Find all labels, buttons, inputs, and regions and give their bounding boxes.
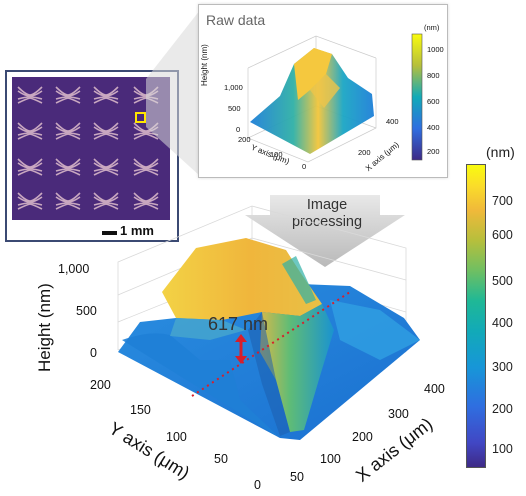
processing-label: Image processing	[272, 197, 382, 231]
main-z-tick: 1,000	[58, 262, 90, 276]
raw-y-tick: 0	[302, 162, 307, 171]
main-x-tick: 50	[290, 470, 304, 484]
processing-label-line1: Image	[306, 197, 348, 213]
scale-bar	[102, 231, 117, 235]
raw-z-tick: 1,000	[224, 83, 243, 92]
raw-y-tick: 200	[238, 135, 251, 144]
main-y-tick: 100	[166, 430, 187, 444]
main-x-tick: 200	[352, 430, 373, 444]
colorbar	[466, 164, 486, 468]
main-z-axis-label: Height (nm)	[35, 283, 54, 372]
height-arrow	[235, 334, 247, 364]
main-y-tick: 150	[130, 403, 151, 417]
raw-cbar-tick: 800	[427, 71, 440, 80]
raw-x-tick: 400	[386, 117, 399, 126]
main-y-tick: 200	[90, 378, 111, 392]
raw-data-title: Raw data	[206, 12, 266, 28]
scale-bar-label: 1 mm	[120, 223, 154, 238]
raw-y-tick: 100	[270, 150, 283, 159]
raw-surface-plot	[247, 33, 423, 163]
raw-z-tick: 500	[228, 104, 241, 113]
main-y-tick: 50	[214, 452, 228, 466]
colorbar-tick: 300	[492, 360, 513, 374]
main-z-tick: 500	[76, 304, 97, 318]
raw-cbar-tick: 1000	[427, 45, 444, 54]
processing-arrow	[245, 195, 405, 267]
micrograph-image	[12, 77, 170, 220]
height-annotation: 617 nm	[208, 314, 269, 334]
colorbar-tick: 600	[492, 228, 513, 242]
raw-x-tick: 200	[358, 148, 371, 157]
colorbar-tick: 400	[492, 316, 513, 330]
main-y-tick: 0	[254, 478, 261, 492]
raw-unit-label: (nm)	[424, 23, 440, 32]
roi-marker	[135, 112, 146, 123]
colorbar-unit: (nm)	[486, 144, 515, 160]
raw-cbar-tick: 600	[427, 97, 440, 106]
raw-cbar-tick: 400	[427, 123, 440, 132]
colorbar-tick: 100	[492, 442, 513, 456]
raw-cbar-tick: 200	[427, 147, 440, 156]
colorbar-tick: 700	[492, 194, 513, 208]
colorbar-tick: 500	[492, 274, 513, 288]
main-x-tick: 300	[388, 407, 409, 421]
colorbar-tick: 200	[492, 402, 513, 416]
main-x-tick: 400	[424, 382, 445, 396]
main-z-tick: 0	[90, 346, 97, 360]
raw-z-tick: 0	[236, 125, 241, 134]
processing-label-line2: processing	[291, 214, 363, 230]
main-x-tick: 100	[320, 452, 341, 466]
